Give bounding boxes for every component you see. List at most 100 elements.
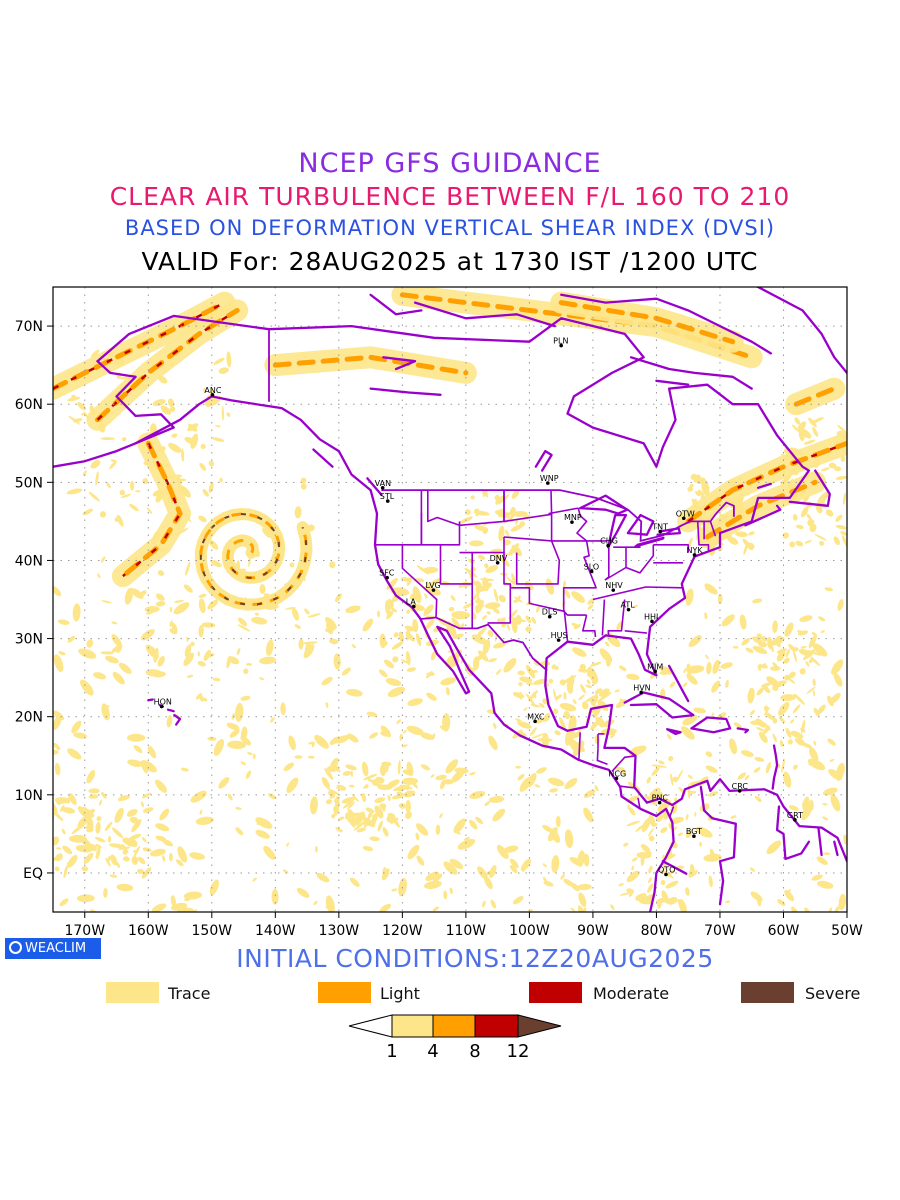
x-tick-label: 140W — [255, 923, 296, 939]
station-label: NYK — [687, 546, 704, 555]
station-marker — [547, 614, 552, 619]
title-line-2: CLEAR AIR TURBULENCE BETWEEN F/L 160 TO … — [109, 182, 791, 211]
station-label: CRC — [732, 782, 749, 791]
legend-swatch-light — [318, 982, 371, 1003]
station-marker — [556, 638, 561, 642]
station-marker — [495, 560, 500, 565]
weaclim-badge: WEACLIM — [5, 938, 101, 959]
station-label: GRT — [787, 811, 803, 820]
colorbar-max-arrow — [517, 1014, 562, 1038]
station-marker — [650, 619, 654, 624]
station-label: SFC — [379, 569, 395, 578]
station-label: ATL — [620, 601, 635, 610]
colorbar-tick-label: 12 — [507, 1041, 530, 1062]
station-marker — [658, 529, 663, 534]
station-marker — [210, 393, 215, 397]
title-valid-time: VALID For: 28AUG2025 at 1730 IST /1200 U… — [141, 247, 759, 276]
colorbar-tick-label: 1 — [386, 1041, 397, 1062]
legend-label-light: Light — [380, 984, 420, 1003]
station-label: OTW — [676, 509, 695, 518]
x-tick-label: 130W — [319, 923, 360, 939]
legend-label-severe: Severe — [805, 984, 861, 1003]
x-tick-label: 170W — [64, 923, 105, 939]
station-label: WNP — [540, 474, 559, 483]
map-axes: 170W 160W 150W 140W 130W 120W 110W 100W 90W 80W 70… — [15, 319, 863, 939]
station-label: HUS — [551, 631, 568, 640]
station-label: LA — [406, 598, 417, 607]
initial-conditions: INITIAL CONDITIONS:12Z20AUG2025 — [236, 944, 714, 973]
station-label: NHV — [605, 581, 623, 590]
x-tick-label: 160W — [128, 923, 169, 939]
colorbar-segment — [432, 1014, 476, 1038]
station-marker — [606, 543, 610, 548]
station-label: PNC — [652, 794, 669, 803]
station-label: PLN — [553, 337, 568, 346]
station-marker — [681, 516, 686, 521]
legend-swatch-trace — [106, 982, 159, 1003]
station-label: MNP — [564, 513, 582, 522]
station-label: SLO — [584, 562, 600, 571]
station-marker — [431, 588, 436, 592]
colorbar-segment — [391, 1014, 434, 1038]
station-label: NCG — [608, 769, 626, 778]
station-marker — [657, 800, 662, 805]
x-tick-label: 50W — [831, 923, 863, 939]
y-tick-label: 40N — [15, 553, 43, 569]
colorbar-tick-label: 8 — [469, 1041, 480, 1062]
colorbar-min-arrow — [348, 1014, 393, 1038]
station-label: VAN — [375, 479, 391, 488]
y-tick-label: 30N — [15, 632, 43, 648]
turbulence-field-layer — [53, 287, 847, 912]
station-label: HHI — [644, 612, 658, 621]
x-tick-label: 100W — [509, 923, 550, 939]
x-tick-label: 60W — [768, 923, 800, 939]
x-tick-label: 90W — [577, 923, 609, 939]
badge-text: WEACLIM — [25, 941, 87, 956]
station-marker — [380, 485, 385, 490]
station-labels: ANC PLN VAN STL WNP MNP TNT OTW CHG NYK DNV SFC SLO L… — [154, 337, 803, 877]
station-marker — [639, 690, 643, 695]
station-label: TNT — [651, 523, 668, 532]
legend-swatch-severe — [741, 982, 794, 1003]
station-marker — [546, 481, 550, 485]
legend-label-moderate: Moderate — [593, 984, 670, 1003]
station-marker — [559, 343, 563, 348]
station-label: MXC — [527, 712, 545, 721]
title-line-1: NCEP GFS GUIDANCE — [298, 148, 602, 179]
station-label: ANC — [204, 386, 221, 395]
station-marker — [664, 872, 668, 877]
y-tick-label: 10N — [15, 788, 43, 804]
station-marker — [737, 789, 742, 793]
station-label: MIM — [647, 662, 663, 671]
legend-label-trace: Trace — [168, 984, 211, 1003]
station-marker — [570, 520, 574, 524]
copyright-circle-icon — [9, 941, 22, 954]
station-label: DLS — [542, 608, 558, 617]
station-label: QTO — [658, 866, 675, 875]
y-tick-label: 50N — [15, 475, 43, 491]
y-tick-label: 70N — [15, 319, 43, 335]
title-line-3: BASED ON DEFORMATION VERTICAL SHEAR INDE… — [124, 216, 776, 240]
station-marker — [653, 669, 657, 674]
x-tick-label: 150W — [192, 923, 233, 939]
station-marker — [533, 719, 537, 724]
x-tick-label: 110W — [446, 923, 487, 939]
station-marker — [692, 834, 696, 839]
station-label: LVG — [425, 581, 440, 590]
station-label: HON — [154, 698, 172, 707]
station-marker — [692, 553, 697, 557]
map-frame — [52, 286, 848, 913]
legend-swatch-moderate — [529, 982, 582, 1003]
x-tick-label: 70W — [704, 923, 736, 939]
coastline-boundaries — [53, 287, 847, 912]
station-marker — [159, 704, 164, 709]
station-marker — [793, 818, 797, 822]
station-label: BGT — [686, 827, 702, 836]
station-marker — [411, 604, 416, 609]
station-marker — [611, 588, 616, 592]
station-marker — [385, 499, 390, 503]
colorbar-segment — [474, 1014, 519, 1038]
station-label: HVN — [633, 683, 650, 692]
